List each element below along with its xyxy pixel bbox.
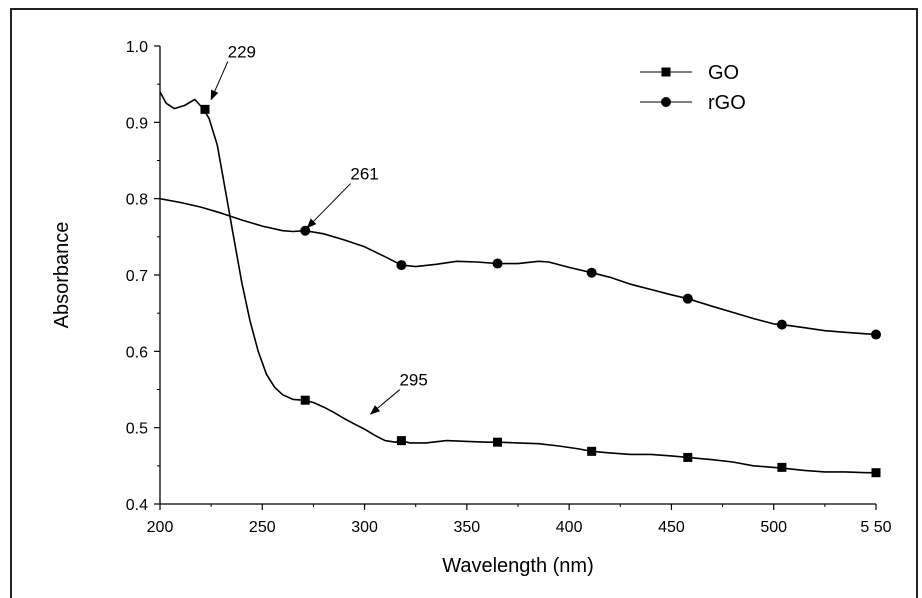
x-axis-title: Wavelength (nm) <box>442 555 594 577</box>
annotation-arrow <box>210 61 229 101</box>
y-tick-label: 1.0 <box>126 39 148 56</box>
marker-go <box>300 395 310 405</box>
annotation-label: 295 <box>399 371 427 390</box>
marker-rgo <box>776 319 787 330</box>
marker-rgo <box>682 293 693 304</box>
marker-go <box>683 452 693 462</box>
marker-go <box>777 462 787 472</box>
series-line-rgo <box>159 197 877 336</box>
annotation-arrow <box>369 389 400 415</box>
x-tick-label: 500 <box>760 519 787 536</box>
y-tick-label: 0.4 <box>126 497 148 514</box>
marker-go <box>493 437 503 447</box>
x-tick-label: 450 <box>658 519 685 536</box>
y-tick-label: 0.7 <box>126 268 148 285</box>
x-tick-label: 200 <box>147 519 174 536</box>
marker-go <box>871 468 881 478</box>
marker-rgo <box>586 267 597 278</box>
annotation-arrow <box>306 183 351 229</box>
marker-rgo <box>871 329 881 340</box>
marker-go <box>200 104 210 114</box>
marker-go <box>587 446 597 456</box>
legend-label-rgo: rGO <box>708 92 746 114</box>
marker-rgo <box>396 260 407 271</box>
legend-marker-go <box>661 67 671 77</box>
y-tick-label: 0.9 <box>126 115 148 132</box>
marker-rgo <box>492 258 503 269</box>
annotation-label: 261 <box>350 165 378 184</box>
x-tick-label: 400 <box>556 519 583 536</box>
legend-marker-rgo <box>661 97 671 107</box>
x-tick-label: 300 <box>351 519 378 536</box>
series-line-go <box>159 91 876 474</box>
figure-frame <box>10 8 918 598</box>
marker-go <box>396 436 406 446</box>
x-tick-label: 5 50 <box>860 519 891 536</box>
legend-label-go: GO <box>708 62 739 84</box>
x-tick-label: 250 <box>249 519 276 536</box>
y-tick-label: 0.5 <box>126 421 148 438</box>
marker-rgo <box>300 225 311 236</box>
y-tick-label: 0.8 <box>126 192 148 209</box>
y-tick-label: 0.6 <box>126 344 148 361</box>
annotation-label: 229 <box>228 42 256 61</box>
x-tick-label: 350 <box>454 519 481 536</box>
y-axis-title: Absorbance <box>51 222 73 329</box>
